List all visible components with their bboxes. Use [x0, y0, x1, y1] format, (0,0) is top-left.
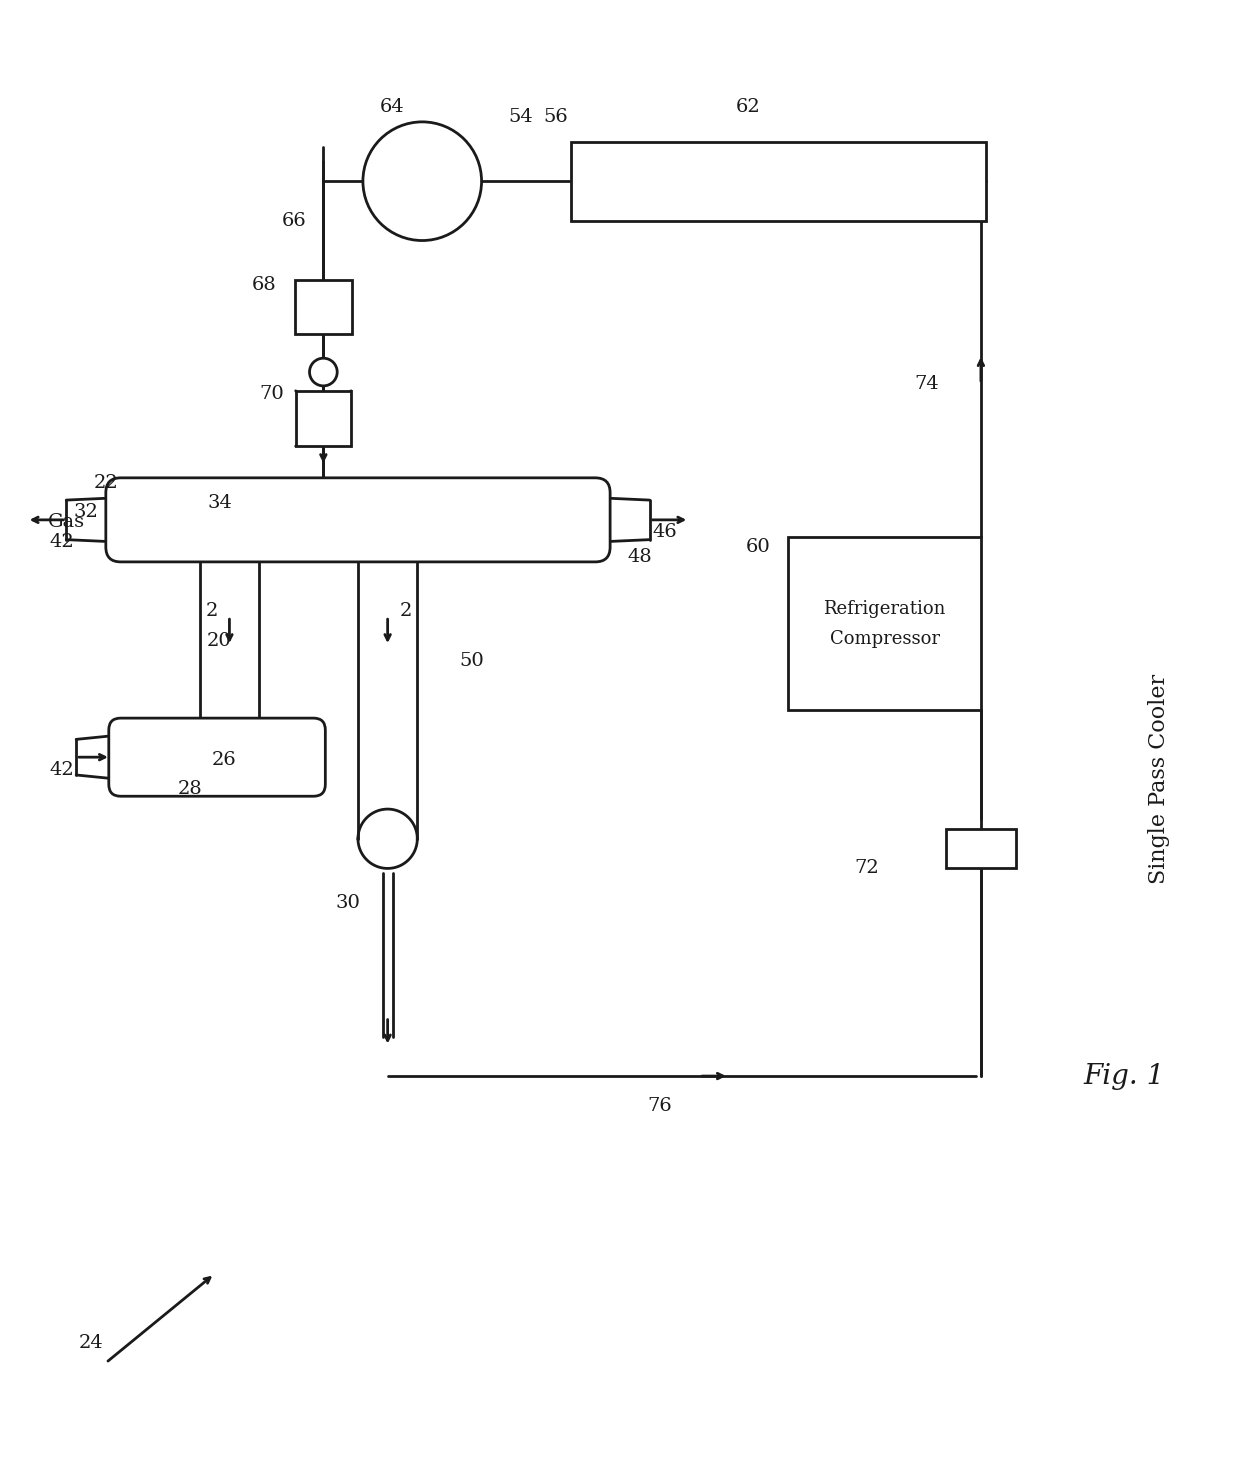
Text: 28: 28: [177, 781, 202, 798]
Text: Gas: Gas: [47, 513, 84, 532]
Text: 68: 68: [252, 275, 277, 294]
FancyBboxPatch shape: [105, 478, 610, 562]
Text: 64: 64: [381, 98, 405, 117]
Text: Fig. 1: Fig. 1: [1084, 1062, 1164, 1090]
Text: 76: 76: [647, 1097, 672, 1115]
Circle shape: [310, 358, 337, 386]
Text: 2: 2: [399, 602, 412, 621]
Text: 70: 70: [259, 385, 284, 402]
Text: 50: 50: [459, 651, 484, 670]
Text: 48: 48: [627, 548, 652, 565]
Circle shape: [363, 122, 481, 240]
Text: 66: 66: [281, 211, 306, 230]
Text: 32: 32: [73, 504, 98, 522]
Text: 46: 46: [652, 523, 677, 541]
Text: 74: 74: [914, 374, 939, 393]
Text: 20: 20: [207, 632, 232, 650]
Text: 42: 42: [48, 761, 73, 778]
Text: 56: 56: [543, 108, 568, 125]
Bar: [946, 829, 1016, 868]
Text: 72: 72: [854, 860, 879, 877]
Text: 26: 26: [212, 750, 237, 769]
Bar: [295, 280, 352, 335]
Text: 54: 54: [508, 108, 533, 125]
Text: Refrigeration: Refrigeration: [823, 600, 946, 618]
Text: 30: 30: [336, 895, 361, 912]
Text: 42: 42: [48, 533, 73, 551]
Text: 22: 22: [93, 474, 118, 492]
Text: 24: 24: [78, 1335, 103, 1352]
FancyBboxPatch shape: [109, 718, 325, 796]
Text: 2: 2: [206, 602, 218, 621]
Text: 62: 62: [737, 98, 761, 117]
Bar: [789, 538, 981, 710]
Text: Single Pass Cooler: Single Pass Cooler: [1148, 675, 1169, 884]
Bar: [570, 141, 986, 221]
Bar: [295, 390, 351, 446]
Text: Compressor: Compressor: [830, 629, 940, 647]
Text: 60: 60: [746, 538, 771, 557]
Text: 34: 34: [207, 494, 232, 511]
